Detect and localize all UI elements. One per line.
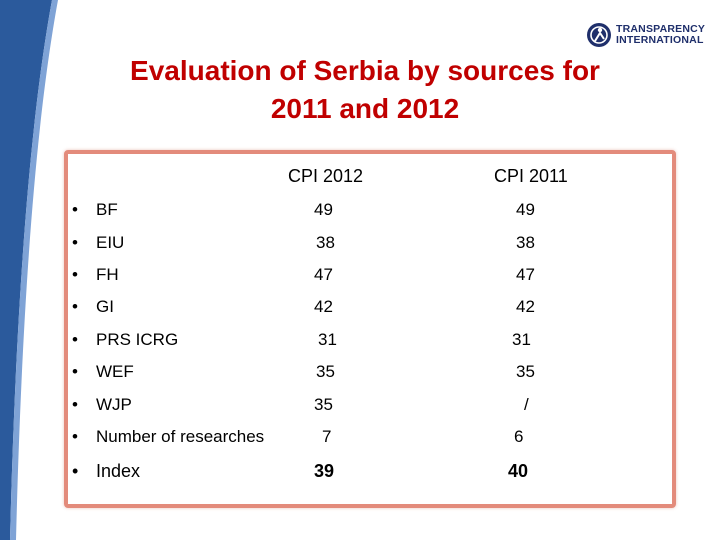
cpi-2012-value: 47: [314, 265, 333, 284]
cpi-2012-value: 42: [314, 297, 333, 316]
slide-title: Evaluation of Serbia by sources for 2011…: [80, 52, 650, 128]
source-label: BF: [96, 200, 118, 219]
column-header-cpi-2011: CPI 2011: [494, 166, 568, 186]
source-label: WEF: [96, 362, 134, 381]
cpi-2011-value: 38: [516, 233, 535, 252]
bullet: •: [72, 461, 79, 481]
cpi-2011-value: 49: [516, 200, 535, 219]
cpi-2011-value: 42: [516, 297, 535, 316]
cpi-2011-value: /: [524, 395, 529, 414]
source-label: Index: [96, 461, 141, 481]
bullet: •: [72, 395, 78, 414]
bullet: •: [72, 362, 78, 381]
column-header-cpi-2012: CPI 2012: [288, 166, 364, 186]
cpi-2012-value: 31: [318, 330, 337, 349]
cpi-2012-value: 39: [314, 461, 335, 481]
source-label: WJP: [96, 395, 132, 414]
globe-figure-icon: [587, 23, 611, 47]
cpi-2011-value: 40: [508, 461, 529, 481]
cpi-2012-value: 35: [314, 395, 333, 414]
cpi-2011-value: 31: [512, 330, 531, 349]
source-label: Number of researches: [96, 427, 265, 446]
table-row: • GI 42 42: [72, 297, 632, 321]
table-row: • EIU 38 38: [72, 233, 632, 257]
source-label: GI: [96, 297, 114, 316]
bullet: •: [72, 427, 78, 446]
logo-text-line1: TRANSPARENCY: [616, 23, 706, 35]
table-row: • WJP 35 /: [72, 395, 632, 419]
cpi-2012-value: 7: [322, 427, 332, 446]
table-row: • PRS ICRG 31 31: [72, 330, 632, 354]
source-label: FH: [96, 265, 119, 284]
table-row: • Number of researches 7 6: [72, 427, 632, 451]
transparency-international-logo: TRANSPARENCY INTERNATIONAL: [586, 22, 705, 48]
cpi-2012-value: 35: [316, 362, 335, 381]
bullet: •: [72, 330, 78, 349]
cpi-2012-value: 38: [316, 233, 335, 252]
cpi-2012-value: 49: [314, 200, 333, 219]
table-panel: [64, 150, 676, 508]
table-row: • WEF 35 35: [72, 362, 632, 386]
source-label: PRS ICRG: [96, 330, 179, 349]
table-row: • BF 49 49: [72, 200, 632, 224]
logo-text-line2: INTERNATIONAL: [616, 34, 704, 46]
bullet: •: [72, 233, 78, 252]
table-row-index: • Index 39 40: [72, 461, 632, 485]
title-line-2: 2011 and 2012: [270, 93, 460, 124]
title-line-1: Evaluation of Serbia by sources for: [130, 55, 600, 86]
cpi-2011-value: 6: [514, 427, 524, 446]
bullet: •: [72, 265, 78, 284]
cpi-2011-value: 47: [516, 265, 535, 284]
cpi-2011-value: 35: [516, 362, 535, 381]
source-label: EIU: [96, 233, 125, 252]
bullet: •: [72, 297, 78, 316]
table-row: • FH 47 47: [72, 265, 632, 289]
bullet: •: [72, 200, 78, 219]
